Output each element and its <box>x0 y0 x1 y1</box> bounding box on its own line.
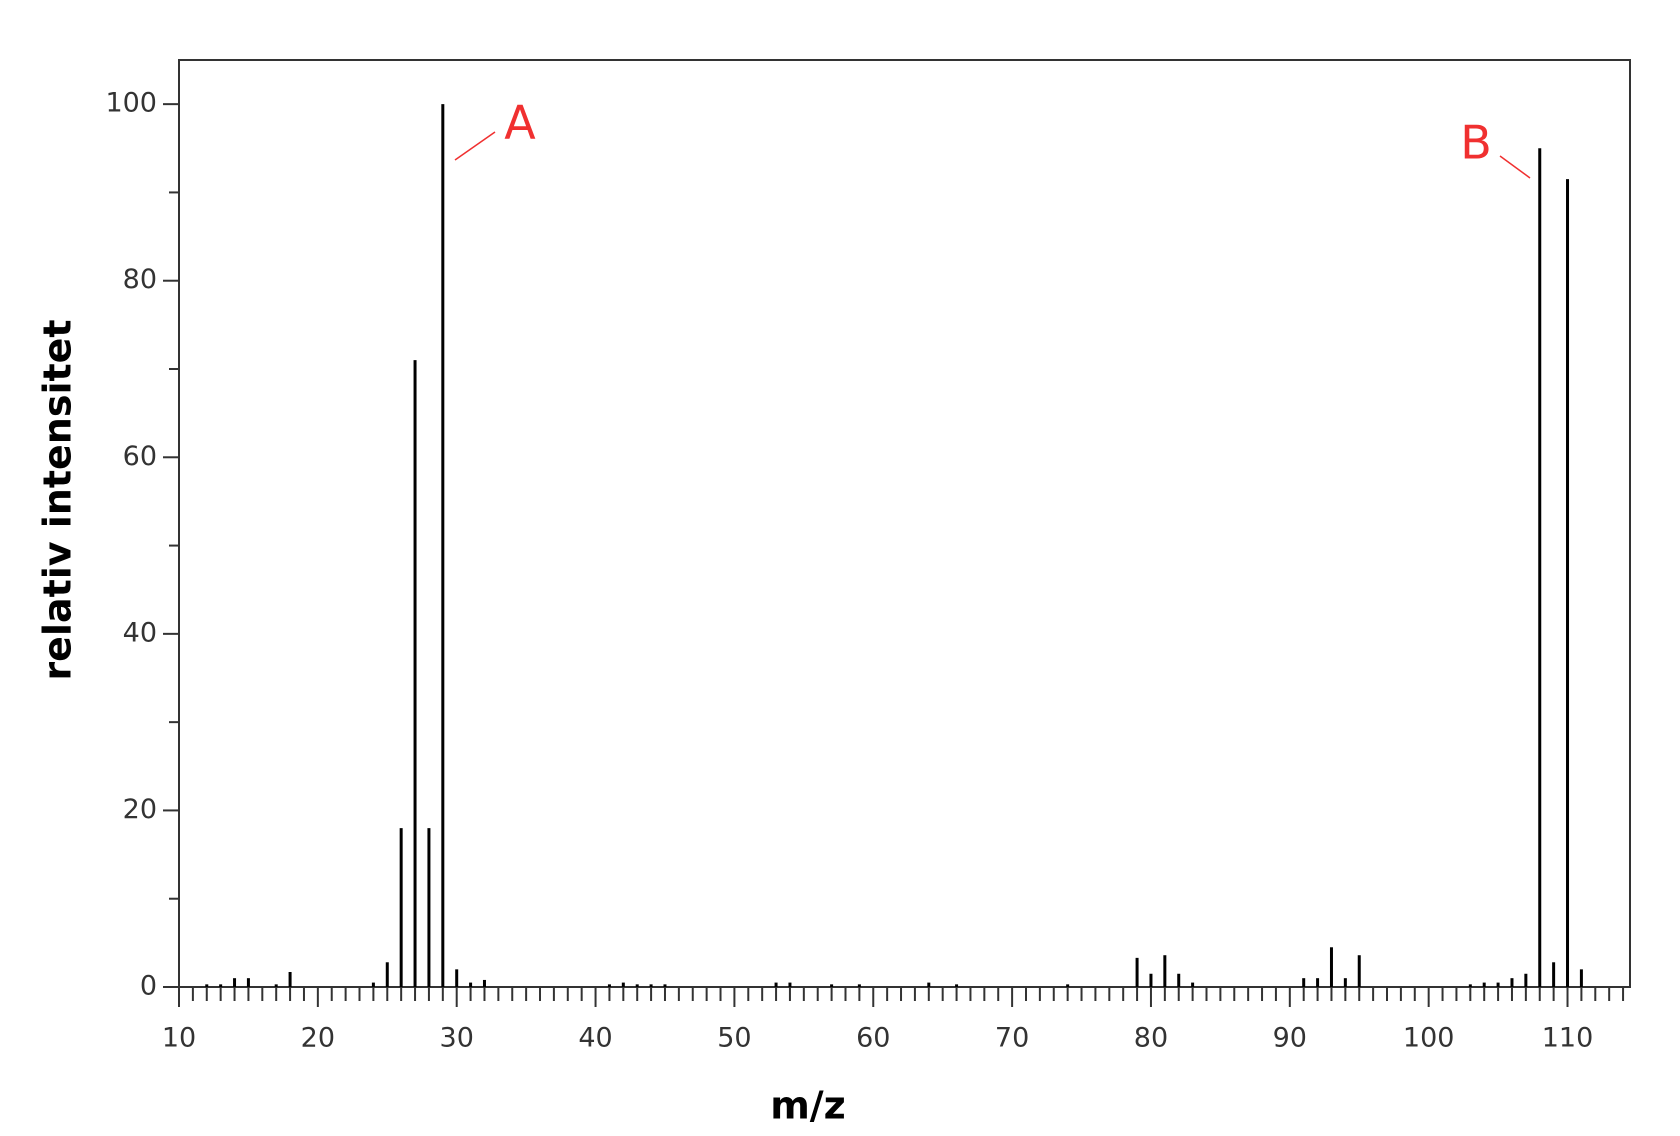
y-axis-label: relativ intensitet <box>36 319 80 680</box>
annotation-leader <box>454 131 496 161</box>
annotation: A <box>504 96 536 150</box>
plot-frame <box>178 59 1631 988</box>
x-tick-label: 80 <box>1134 1023 1168 1054</box>
y-tick-label: 60 <box>123 441 157 472</box>
y-tick-label: 0 <box>140 971 157 1002</box>
x-tick-label: 110 <box>1542 1023 1594 1054</box>
x-tick-label: 70 <box>995 1023 1029 1054</box>
y-tick-label: 100 <box>105 88 157 119</box>
y-tick-label: 20 <box>123 794 157 825</box>
x-tick-label: 20 <box>301 1023 335 1054</box>
annotation-leader <box>1499 155 1531 179</box>
x-tick-label: 40 <box>578 1023 612 1054</box>
x-tick-label: 60 <box>856 1023 890 1054</box>
x-tick-label: 30 <box>440 1023 474 1054</box>
x-tick-label: 90 <box>1273 1023 1307 1054</box>
y-tick-label: 80 <box>123 264 157 295</box>
x-axis-label: m/z <box>770 1084 846 1128</box>
x-tick-label: 50 <box>717 1023 751 1054</box>
x-tick-label: 10 <box>162 1023 196 1054</box>
y-tick-label: 40 <box>123 617 157 648</box>
x-tick-label: 100 <box>1403 1023 1455 1054</box>
annotation: B <box>1460 116 1492 170</box>
